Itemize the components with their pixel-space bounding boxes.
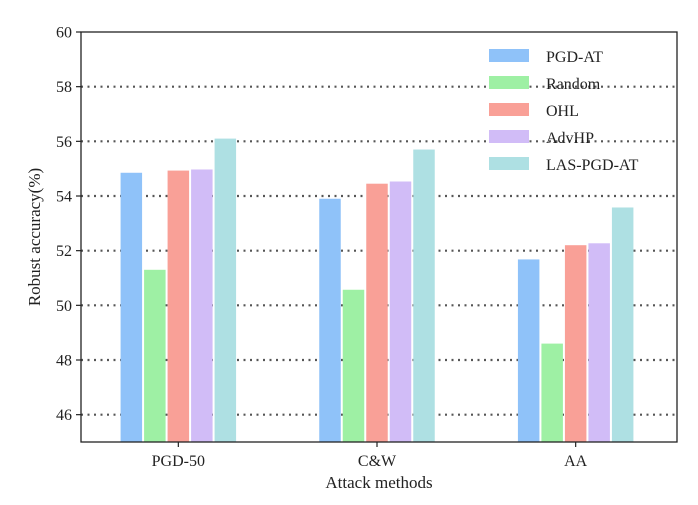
bar-random-aa [541, 343, 563, 442]
bar-ohl-pgd-50 [167, 170, 190, 442]
x-tick-label: AA [564, 453, 588, 470]
legend-label: LAS-PGD-AT [546, 157, 639, 174]
x-axis-ticks: PGD-50 C&W AA [152, 442, 588, 470]
bar-pgd-at-c-w [319, 198, 341, 442]
bar-random-c-w [342, 289, 365, 442]
y-tick-label: 52 [56, 243, 72, 260]
legend-swatch [489, 157, 529, 170]
bar-las-pgd-at-pgd-50 [214, 138, 237, 442]
y-tick-label: 48 [56, 353, 72, 370]
y-tick-label: 46 [56, 407, 72, 424]
bar-las-pgd-at-aa [611, 207, 634, 442]
bar-las-pgd-at-c-w [413, 149, 435, 443]
legend-swatch [489, 76, 529, 89]
legend-swatch [489, 103, 529, 116]
bar-advhp-pgd-50 [191, 169, 213, 442]
legend-swatch [489, 130, 529, 143]
y-tick-label: 50 [56, 298, 72, 315]
legend-label: OHL [546, 103, 579, 120]
x-tick-label: C&W [358, 453, 397, 470]
y-tick-label: 60 [56, 25, 72, 42]
legend: PGD-AT Random OHL AdvHP LAS-PGD-AT [489, 49, 639, 174]
y-tick-label: 54 [56, 189, 72, 206]
bar-random-pgd-50 [144, 269, 166, 442]
plot-frame [80, 31, 678, 443]
bars [120, 138, 634, 443]
bar-ohl-c-w [366, 183, 388, 442]
bar-pgd-at-pgd-50 [120, 172, 143, 442]
bar-ohl-aa [564, 245, 587, 442]
y-tick-label: 58 [56, 79, 72, 96]
x-tick-label: PGD-50 [152, 453, 205, 470]
bar-pgd-at-aa [517, 259, 540, 442]
bar-advhp-c-w [389, 181, 412, 442]
y-axis-ticks: 46 48 50 52 54 56 58 60 [56, 25, 81, 424]
legend-label: AdvHP [546, 130, 594, 147]
x-axis-title: Attack methods [325, 473, 432, 492]
y-tick-label: 56 [56, 134, 72, 151]
legend-label: Random [546, 76, 601, 93]
y-axis-title: Robust accuracy(%) [25, 168, 44, 306]
legend-label: PGD-AT [546, 49, 603, 66]
bar-advhp-aa [588, 243, 610, 442]
legend-swatch [489, 49, 529, 62]
